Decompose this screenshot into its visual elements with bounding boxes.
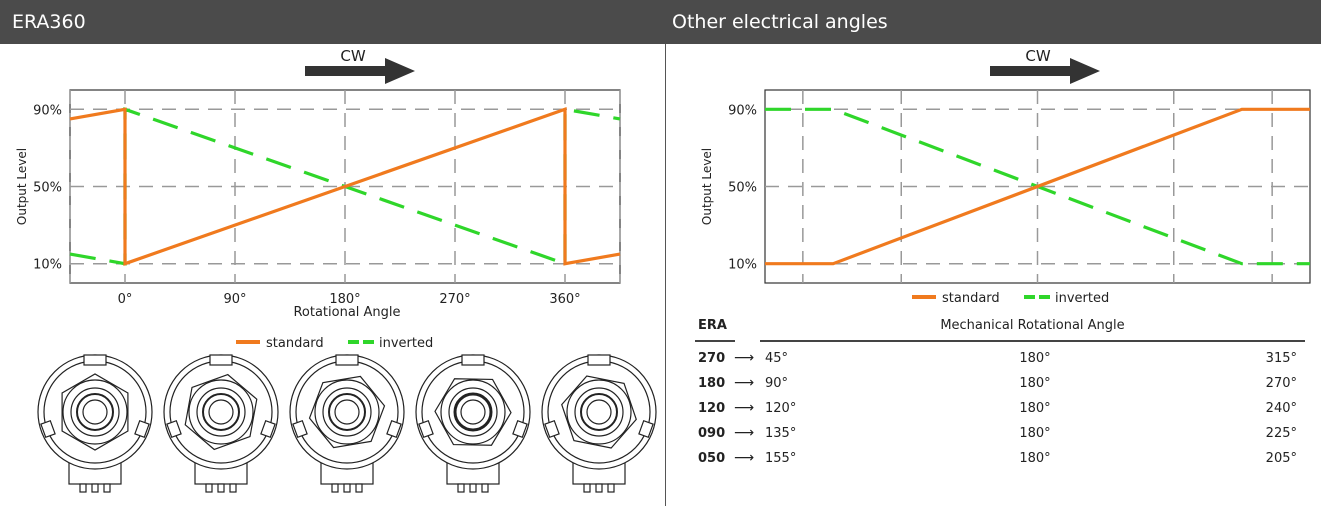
- end-angle: 205°: [1265, 451, 1297, 466]
- era-value: 270: [698, 351, 726, 366]
- angle-header-underline: [760, 340, 1305, 342]
- center-angle: 180°: [1019, 376, 1051, 391]
- chart-1: CW 10% 50% 90% Output Level 0° 90° 180° 270° 360°…: [15, 47, 621, 351]
- potentiometer-icon: [415, 354, 531, 493]
- left-header-bar: ERA360: [0, 0, 660, 44]
- arrow-right-icon: ⟶: [734, 450, 755, 466]
- cw-arrow-icon: [990, 58, 1100, 84]
- arrow-right-icon: ⟶: [734, 350, 755, 366]
- start-angle: 45°: [765, 351, 789, 366]
- end-angle: 270°: [1265, 376, 1297, 391]
- era-table-body: 270 ⟶ 45° 180° 315° 180 ⟶ 90° 180° 270° 120 ⟶ 120° 18…: [680, 346, 1305, 471]
- angle-column-header: Mechanical Rotational Angle: [940, 318, 1125, 333]
- series-standard-line: [69, 107, 621, 266]
- x-tick-label: 360°: [549, 292, 580, 307]
- y-tick-label: 10%: [33, 258, 62, 273]
- arrow-right-icon: ⟶: [734, 375, 755, 391]
- table-row: 180 ⟶ 90° 180° 270°: [680, 371, 1305, 396]
- legend-inverted-label: inverted: [379, 336, 433, 351]
- era-value: 090: [698, 426, 726, 441]
- era-table: ERA Mechanical Rotational Angle 270 ⟶ 45° 1…: [680, 318, 1305, 471]
- table-row: 050 ⟶ 155° 180° 205°: [680, 446, 1305, 471]
- arrow-right-icon: ⟶: [734, 400, 755, 416]
- potentiometer-illustrations: [37, 354, 657, 493]
- legend-standard-label: standard: [266, 336, 324, 351]
- legend-standard-label: standard: [942, 291, 1000, 306]
- y-tick-label: 50%: [33, 181, 62, 196]
- table-row: 090 ⟶ 135° 180° 225°: [680, 421, 1305, 446]
- y-tick-label: 10%: [728, 258, 757, 273]
- cw-label: CW: [1025, 47, 1050, 65]
- era-value: 050: [698, 451, 726, 466]
- x-tick-label: 180°: [329, 292, 360, 307]
- y-tick-label: 90%: [728, 103, 757, 118]
- y-axis-label: Output Level: [15, 148, 29, 225]
- series-standard-line: [765, 107, 1310, 266]
- start-angle: 135°: [765, 426, 797, 441]
- potentiometer-icon: [37, 354, 153, 493]
- era-value: 120: [698, 401, 726, 416]
- potentiometer-icon: [541, 354, 657, 493]
- y-tick-label: 90%: [33, 103, 62, 118]
- x-tick-label: 0°: [118, 292, 133, 307]
- chart-2: CW 10% 50% 90% Output Level standard inverted: [700, 47, 1311, 306]
- era-table-header: ERA Mechanical Rotational Angle: [680, 318, 1305, 346]
- center-angle: 180°: [1019, 426, 1051, 441]
- y-axis-label: Output Level: [700, 148, 714, 225]
- left-header-title: ERA360: [12, 11, 86, 33]
- center-angle: 180°: [1019, 351, 1051, 366]
- end-angle: 315°: [1265, 351, 1297, 366]
- arrow-right-icon: ⟶: [734, 425, 755, 441]
- end-angle: 240°: [1265, 401, 1297, 416]
- y-tick-label: 50%: [728, 181, 757, 196]
- center-angle: 180°: [1019, 401, 1051, 416]
- panel-divider: [665, 44, 666, 506]
- potentiometer-icon: [163, 354, 279, 493]
- center-angle: 180°: [1019, 451, 1051, 466]
- potentiometer-icon: [289, 354, 405, 493]
- start-angle: 90°: [765, 376, 789, 391]
- start-angle: 155°: [765, 451, 797, 466]
- table-row: 270 ⟶ 45° 180° 315°: [680, 346, 1305, 371]
- end-angle: 225°: [1265, 426, 1297, 441]
- legend-inverted-label: inverted: [1055, 291, 1109, 306]
- start-angle: 120°: [765, 401, 797, 416]
- era-column-header: ERA: [698, 318, 727, 333]
- right-header-title: Other electrical angles: [672, 11, 888, 33]
- cw-arrow-icon: [305, 58, 415, 84]
- right-header-bar: Other electrical angles: [660, 0, 1321, 44]
- table-row: 120 ⟶ 120° 180° 240°: [680, 396, 1305, 421]
- x-tick-label: 270°: [439, 292, 470, 307]
- era-header-underline: [695, 340, 735, 342]
- x-tick-label: 90°: [223, 292, 246, 307]
- era-value: 180: [698, 376, 726, 391]
- x-axis-label: Rotational Angle: [293, 305, 400, 320]
- cw-label: CW: [340, 47, 365, 65]
